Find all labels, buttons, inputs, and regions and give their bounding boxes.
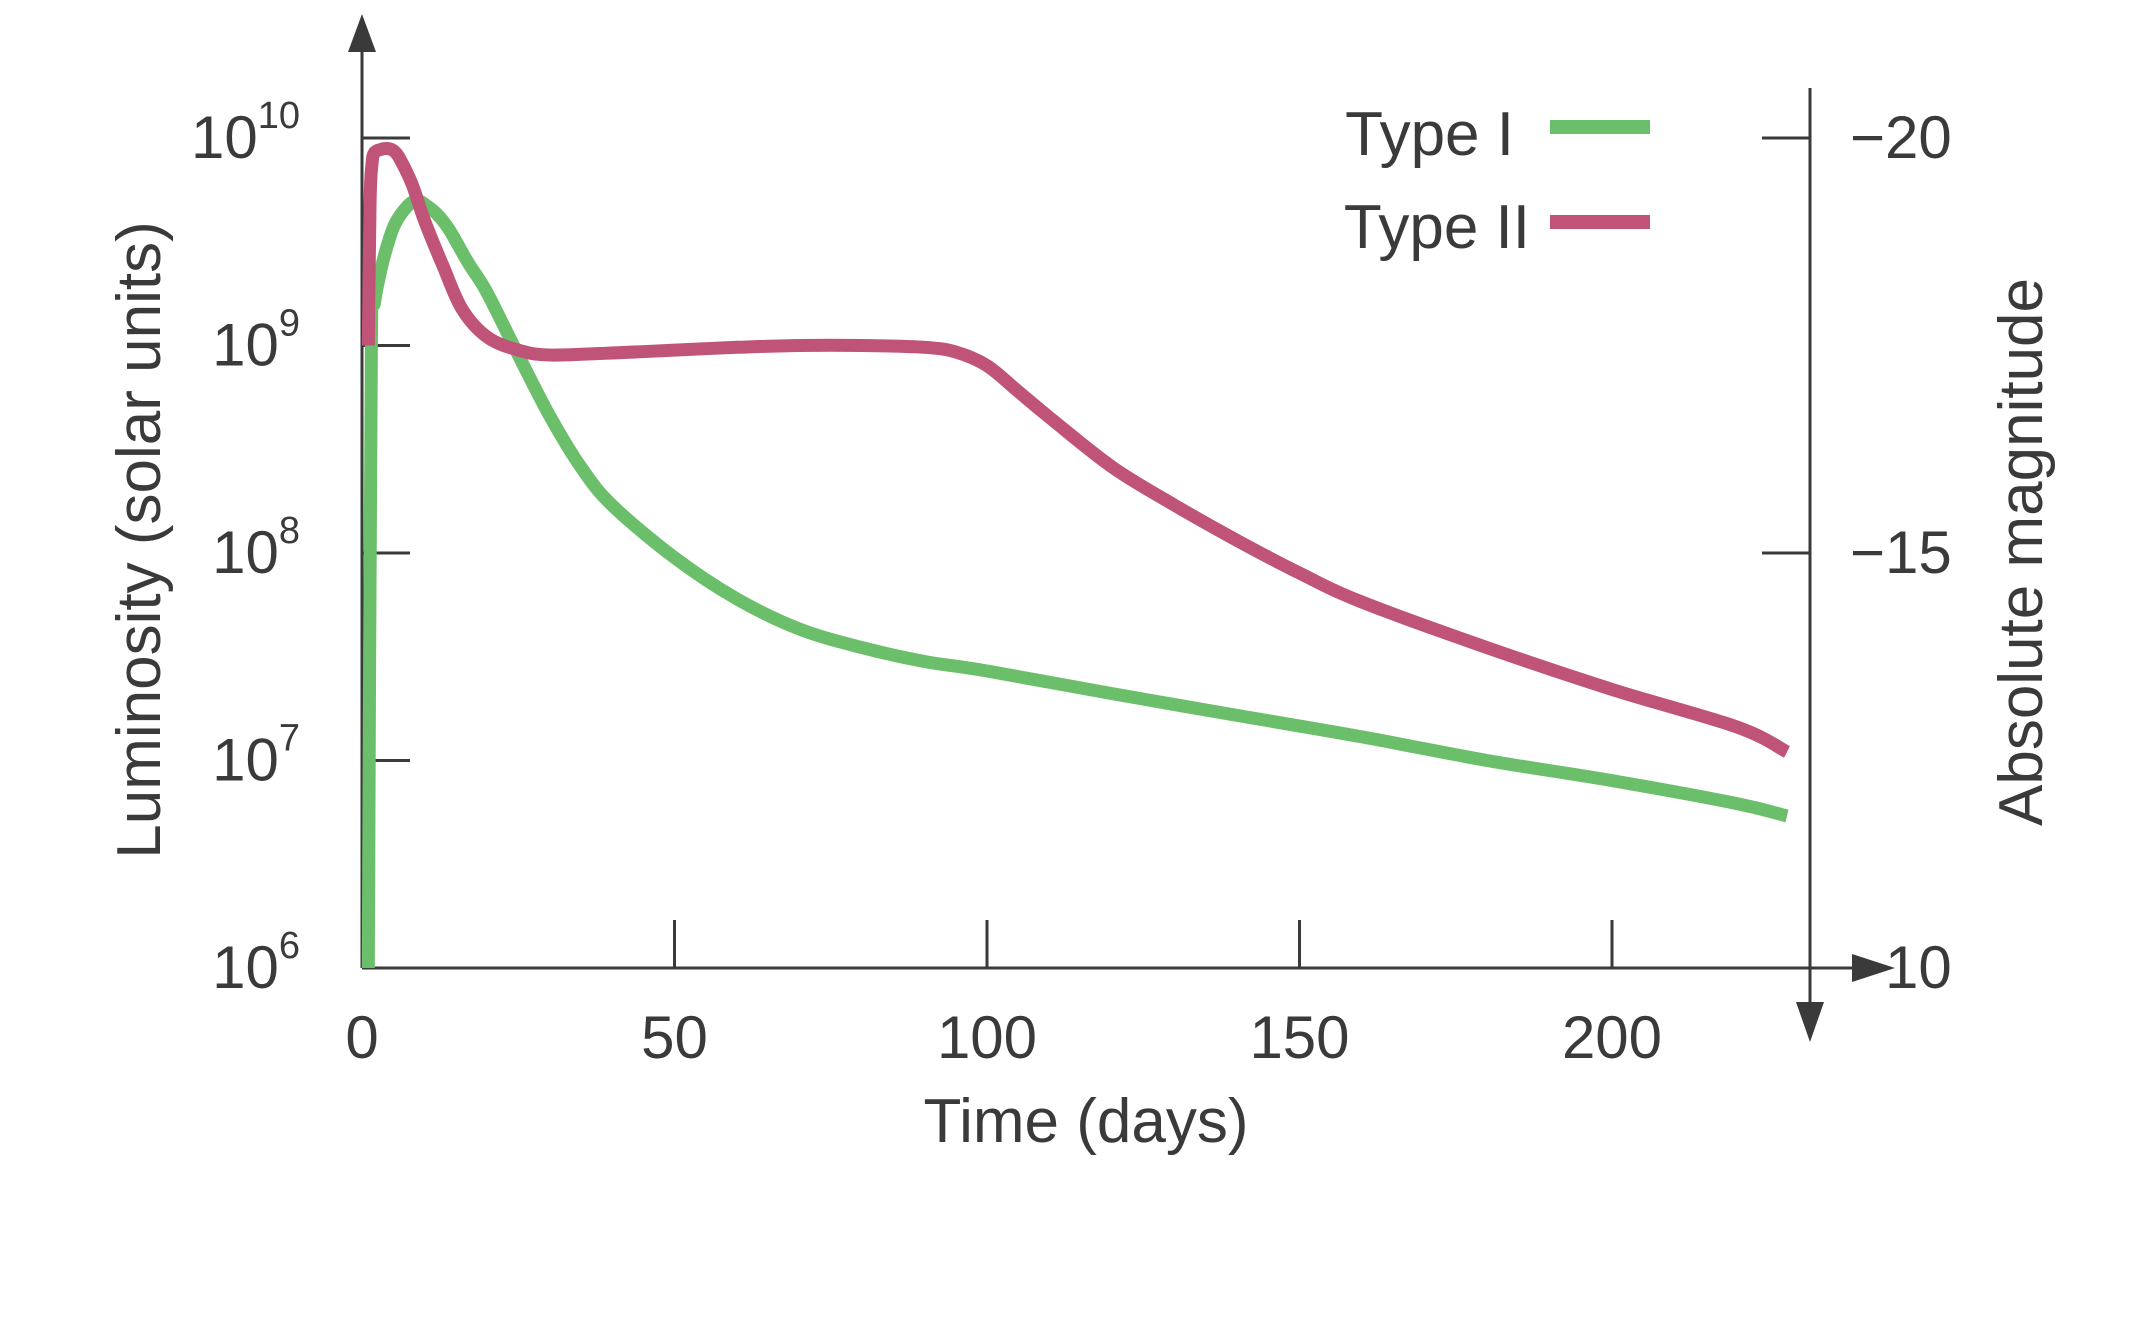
y2-ticks: −20 −15 −10 <box>1762 104 1952 1001</box>
y2-axis-title: Absolute magnitude <box>1987 278 2056 826</box>
y-ticks: 106 107 108 109 1010 <box>191 95 410 1001</box>
y-axis-title: Luminosity (solar units) <box>105 221 174 858</box>
series-line-type-ii <box>361 141 1791 758</box>
axes <box>348 14 1895 1042</box>
legend: Type I Type II <box>1344 100 1650 262</box>
y2-tick-label-2: −10 <box>1850 934 1952 1001</box>
y2-tick-label-0: −20 <box>1850 104 1952 171</box>
legend-label-type-i: Type I <box>1345 100 1514 169</box>
y2-tick-label-1: −15 <box>1850 519 1952 586</box>
x-ticks: 0 50 100 150 200 <box>345 920 1662 1071</box>
x-tick-label-1: 50 <box>641 1004 708 1071</box>
legend-label-type-ii: Type II <box>1344 193 1530 262</box>
y-tick-label-1: 107 <box>212 718 300 794</box>
x-tick-label-3: 150 <box>1249 1004 1349 1071</box>
series-lines <box>361 141 1791 969</box>
x-tick-label-0: 0 <box>345 1004 378 1071</box>
y-tick-label-3: 109 <box>212 303 300 379</box>
x-tick-label-4: 200 <box>1562 1004 1662 1071</box>
x-tick-label-2: 100 <box>937 1004 1037 1071</box>
x-axis-title: Time (days) <box>924 1087 1249 1156</box>
y-tick-label-4: 1010 <box>191 95 300 171</box>
y2-axis-arrow-icon <box>1796 1002 1824 1042</box>
y-tick-label-0: 106 <box>212 925 300 1001</box>
y-axis-arrow-icon <box>348 14 376 52</box>
y-tick-label-2: 108 <box>212 510 300 586</box>
x-axis-arrow-icon <box>1852 954 1895 982</box>
series-line-type-i <box>361 193 1789 969</box>
